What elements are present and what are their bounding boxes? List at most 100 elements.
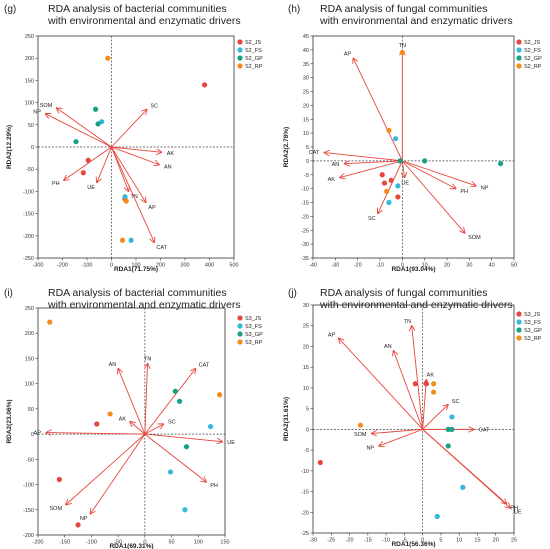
legend-entry: S3_GP [245, 332, 263, 338]
y-tick-label: -20 [301, 510, 309, 516]
panel-letter: (g) [4, 4, 16, 15]
y-tick-label: 10 [303, 386, 309, 392]
y-tick-label: 50 [28, 407, 34, 413]
point-rp [119, 237, 126, 243]
point-js [395, 194, 401, 200]
x-tick-label: -20 [346, 538, 354, 544]
y-tick-label: 15 [303, 365, 309, 371]
arrow-ue [97, 146, 112, 183]
legend-marker [516, 311, 522, 317]
x-tick-label: -300 [32, 263, 43, 269]
point-js [75, 522, 81, 528]
plot-frame [37, 307, 226, 536]
arrow-label-cat: CAT [199, 363, 210, 369]
y-tick-label: -150 [23, 212, 34, 218]
y-tick-label: -150 [23, 508, 34, 514]
point-fs [182, 507, 188, 513]
x-axis-label: RDA1(69.31%) [109, 543, 153, 549]
y-tick-label: -100 [23, 189, 34, 195]
arrow-som [371, 428, 423, 433]
legend-marker [516, 39, 522, 45]
x-tick-label: -150 [59, 540, 70, 546]
arrow-cat [111, 146, 155, 242]
arrow-ap [111, 146, 146, 203]
y-tick-label: 250 [25, 34, 34, 40]
legend-marker [516, 335, 522, 341]
x-tick-label: 10 [456, 538, 462, 544]
legend-marker [516, 327, 522, 333]
legend-entry: S2_GP [245, 56, 263, 62]
x-tick-label: -100 [86, 540, 97, 546]
chart-title-line: with environmental and enzymatic drivers [319, 15, 513, 27]
y-tick-label: 20 [303, 344, 309, 350]
point-js [94, 421, 100, 427]
point-js [85, 157, 91, 163]
point-gp [95, 121, 101, 127]
x-tick-label: 25 [511, 538, 517, 544]
point-rp [107, 411, 113, 417]
chart-title-line: RDA analysis of bacterial communities [48, 287, 227, 299]
y-tick-label: 30 [303, 303, 309, 309]
y-tick-label: -50 [26, 457, 34, 463]
y-tick-label: 35 [303, 62, 309, 68]
y-tick-label: 0 [31, 145, 34, 151]
arrow-label-ap: AP [344, 52, 352, 58]
x-tick-label: 10 [422, 263, 428, 269]
legend-entry: S3_RP [524, 336, 542, 342]
arrow-label-som: SOM [468, 235, 481, 241]
arrow-label-ue: UE [87, 185, 95, 191]
panel-h: (h) RDA analysis of fungal communitieswit… [283, 3, 542, 273]
point-fs [393, 136, 399, 142]
point-rp [384, 188, 390, 194]
arrow-label-tn: TN [144, 356, 151, 362]
arrow-ph [144, 433, 206, 482]
x-tick-label: -30 [309, 538, 317, 544]
y-tick-label: -5 [304, 173, 309, 179]
arrow-label-cat: CAT [479, 427, 490, 433]
x-tick-label: 150 [220, 540, 229, 546]
arrow-label-sc: SC [168, 420, 176, 426]
y-tick-label: 20 [303, 103, 309, 109]
point-js [56, 476, 62, 483]
point-gp [183, 444, 190, 450]
legend-marker [516, 55, 522, 61]
point-gp [445, 426, 451, 432]
arrow-label-an: AN [109, 362, 117, 368]
point-rp [105, 55, 111, 61]
arrow-ph [402, 160, 456, 189]
legend-entry: S3_GP [524, 328, 542, 334]
arrow-np [379, 428, 423, 446]
y-tick-label: -15 [301, 490, 309, 496]
arrow-label-sc: SC [150, 104, 158, 110]
x-tick-label: 20 [444, 263, 450, 269]
legend-entry: S2_FS [245, 48, 262, 54]
point-js [412, 381, 418, 387]
x-tick-label: 30 [466, 263, 472, 269]
x-tick-label: 500 [229, 263, 238, 269]
x-tick-label: -20 [354, 263, 362, 269]
y-tick-label: -200 [23, 533, 34, 539]
arrow-label-ak: AK [427, 373, 435, 379]
arrow-label-ph: PH [460, 189, 468, 195]
x-tick-label: 0 [110, 263, 113, 269]
x-tick-label: 20 [493, 538, 499, 544]
y-axis-label: RDA2(12.29%) [6, 125, 13, 169]
point-fs [122, 194, 128, 200]
arrow-label-ap: AP [328, 332, 336, 338]
point-fs [395, 183, 401, 189]
y-tick-label: 50 [28, 123, 34, 129]
y-tick-label: 250 [25, 306, 34, 312]
x-axis-label: RDA1(56.36%) [391, 541, 435, 548]
x-tick-label: -25 [327, 538, 335, 544]
plot-frame [312, 304, 515, 534]
x-tick-label: -30 [331, 263, 339, 269]
x-tick-label: 0 [143, 540, 146, 546]
arrow-label-tn: TN [404, 319, 411, 325]
arrow-an [393, 351, 424, 430]
arrow-ak [130, 422, 146, 435]
point-fs [449, 414, 455, 420]
point-rp [47, 319, 53, 325]
arrow-sc [422, 404, 449, 430]
arrow-ak [111, 146, 162, 152]
